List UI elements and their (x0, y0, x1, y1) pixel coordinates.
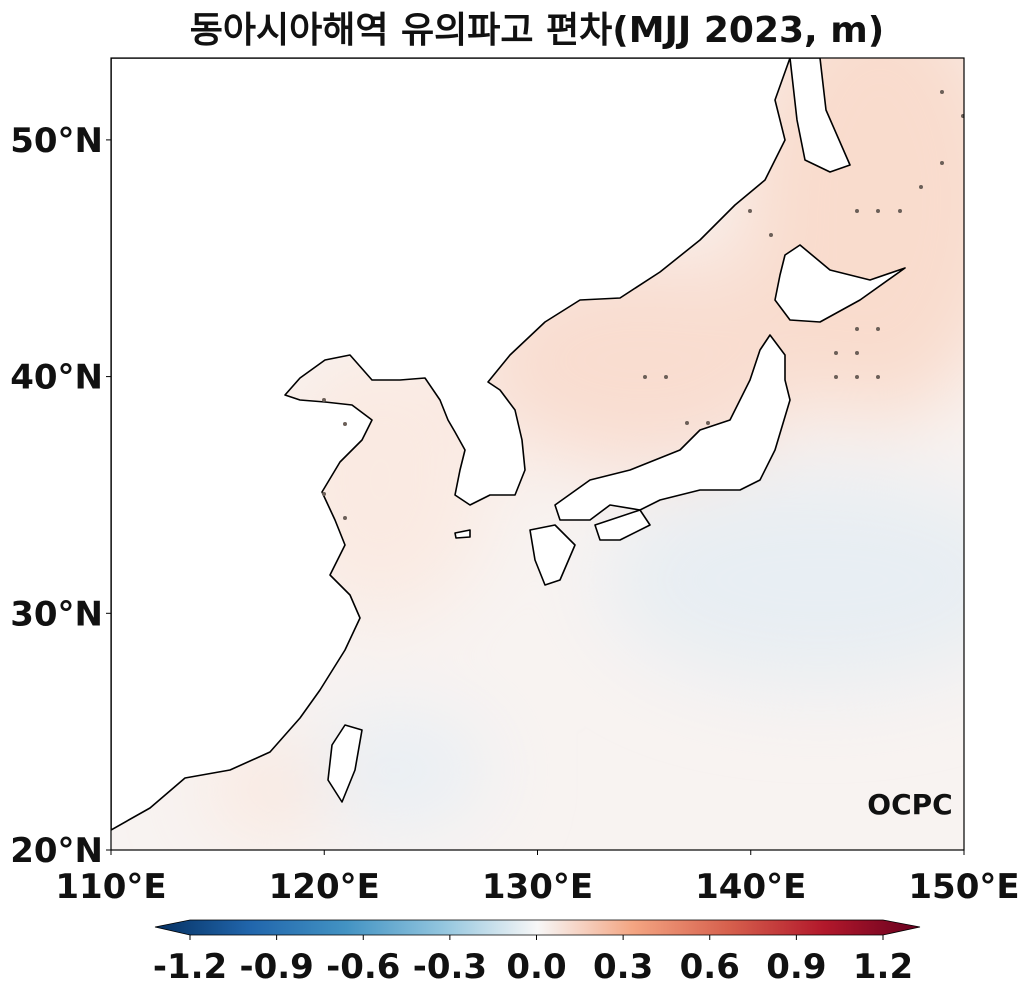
colorbar-tick-label: 1.2 (853, 947, 913, 987)
honshu (554, 334, 791, 521)
kyushu (529, 524, 576, 586)
x-tick-label: 110°E (55, 867, 166, 907)
sakhalin (789, 58, 851, 173)
stippling (322, 90, 964, 520)
y-tick-label: 20°N (10, 831, 103, 871)
colorbar-tick-label: 0.9 (766, 947, 826, 987)
colorbar-tick-label: -0.6 (326, 947, 400, 987)
mainland (111, 58, 791, 831)
y-tick-label: 50°N (10, 121, 103, 161)
colorbar (154, 919, 921, 936)
hokkaido (774, 244, 906, 323)
colorbar-bar (154, 919, 921, 936)
colorbar-tick-label: 0.3 (593, 947, 653, 987)
x-tick-label: 120°E (269, 867, 380, 907)
y-tick-label: 40°N (10, 358, 103, 398)
x-tick-label: 130°E (482, 867, 593, 907)
jeju (454, 529, 471, 539)
logo: OCPC (867, 788, 952, 821)
colorbar-tick-label: -0.9 (239, 947, 313, 987)
colorbar-tick-label: -1.2 (153, 947, 227, 987)
colorbar-tick-label: 0.0 (506, 947, 566, 987)
title: 동아시아해역 유의파고 편차(MJJ 2023, m) (190, 10, 884, 51)
shikoku (594, 509, 651, 541)
x-tick-label: 140°E (695, 867, 806, 907)
y-tick-label: 30°N (10, 594, 103, 634)
x-tick-label: 150°E (908, 867, 1019, 907)
colorbar-tick-label: 0.6 (680, 947, 740, 987)
map: OCPC (111, 58, 964, 850)
colorbar-tick-label: -0.3 (413, 947, 487, 987)
taiwan (327, 724, 363, 803)
